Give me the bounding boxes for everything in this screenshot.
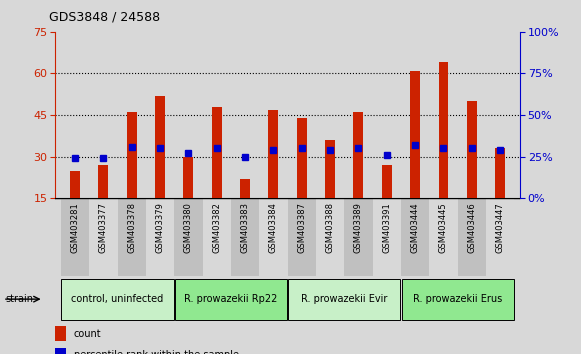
Text: GSM403379: GSM403379 bbox=[156, 202, 164, 253]
Bar bbox=[240, 179, 250, 198]
Bar bbox=[55, 326, 66, 341]
Text: GSM403444: GSM403444 bbox=[411, 202, 419, 253]
Bar bbox=[203, 198, 231, 276]
Bar bbox=[345, 198, 372, 276]
Bar bbox=[89, 198, 117, 276]
Text: R. prowazekii Erus: R. prowazekii Erus bbox=[413, 294, 502, 304]
Bar bbox=[372, 198, 401, 276]
Bar bbox=[70, 171, 80, 198]
Text: strain: strain bbox=[6, 294, 34, 304]
Bar bbox=[184, 156, 193, 198]
Text: GSM403377: GSM403377 bbox=[99, 202, 108, 253]
Text: GSM403382: GSM403382 bbox=[212, 202, 221, 253]
Text: R. prowazekii Evir: R. prowazekii Evir bbox=[301, 294, 388, 304]
Bar bbox=[55, 348, 66, 354]
Bar bbox=[353, 112, 363, 198]
Bar bbox=[155, 96, 165, 198]
Text: GSM403387: GSM403387 bbox=[297, 202, 306, 253]
Bar bbox=[401, 279, 514, 320]
Bar bbox=[175, 279, 287, 320]
Bar bbox=[429, 198, 458, 276]
Bar bbox=[401, 198, 429, 276]
Bar bbox=[212, 107, 222, 198]
Text: control, uninfected: control, uninfected bbox=[71, 294, 164, 304]
Bar bbox=[62, 279, 174, 320]
Bar bbox=[268, 109, 278, 198]
Bar bbox=[410, 71, 420, 198]
Bar bbox=[439, 62, 449, 198]
Bar bbox=[467, 101, 477, 198]
Text: GSM403383: GSM403383 bbox=[241, 202, 250, 253]
Bar bbox=[458, 198, 486, 276]
Text: percentile rank within the sample: percentile rank within the sample bbox=[74, 350, 239, 354]
Bar bbox=[231, 198, 259, 276]
Bar bbox=[486, 198, 514, 276]
Bar bbox=[297, 118, 307, 198]
Text: GSM403447: GSM403447 bbox=[496, 202, 505, 253]
Bar bbox=[288, 279, 400, 320]
Bar bbox=[98, 165, 108, 198]
Bar bbox=[61, 198, 89, 276]
Text: GSM403445: GSM403445 bbox=[439, 202, 448, 253]
Text: GSM403378: GSM403378 bbox=[127, 202, 136, 253]
Bar bbox=[495, 148, 505, 198]
Bar bbox=[325, 140, 335, 198]
Text: count: count bbox=[74, 329, 102, 339]
Text: GSM403281: GSM403281 bbox=[70, 202, 80, 253]
Text: R. prowazekii Rp22: R. prowazekii Rp22 bbox=[184, 294, 278, 304]
Text: GDS3848 / 24588: GDS3848 / 24588 bbox=[49, 11, 160, 24]
Bar bbox=[146, 198, 174, 276]
Text: GSM403389: GSM403389 bbox=[354, 202, 363, 253]
Bar bbox=[127, 112, 137, 198]
Text: GSM403384: GSM403384 bbox=[269, 202, 278, 253]
Text: GSM403380: GSM403380 bbox=[184, 202, 193, 253]
Bar bbox=[174, 198, 203, 276]
Text: GSM403388: GSM403388 bbox=[325, 202, 335, 253]
Bar bbox=[288, 198, 316, 276]
Bar bbox=[117, 198, 146, 276]
Text: GSM403446: GSM403446 bbox=[467, 202, 476, 253]
Bar bbox=[316, 198, 345, 276]
Bar bbox=[259, 198, 288, 276]
Text: GSM403391: GSM403391 bbox=[382, 202, 391, 253]
Bar bbox=[382, 165, 392, 198]
